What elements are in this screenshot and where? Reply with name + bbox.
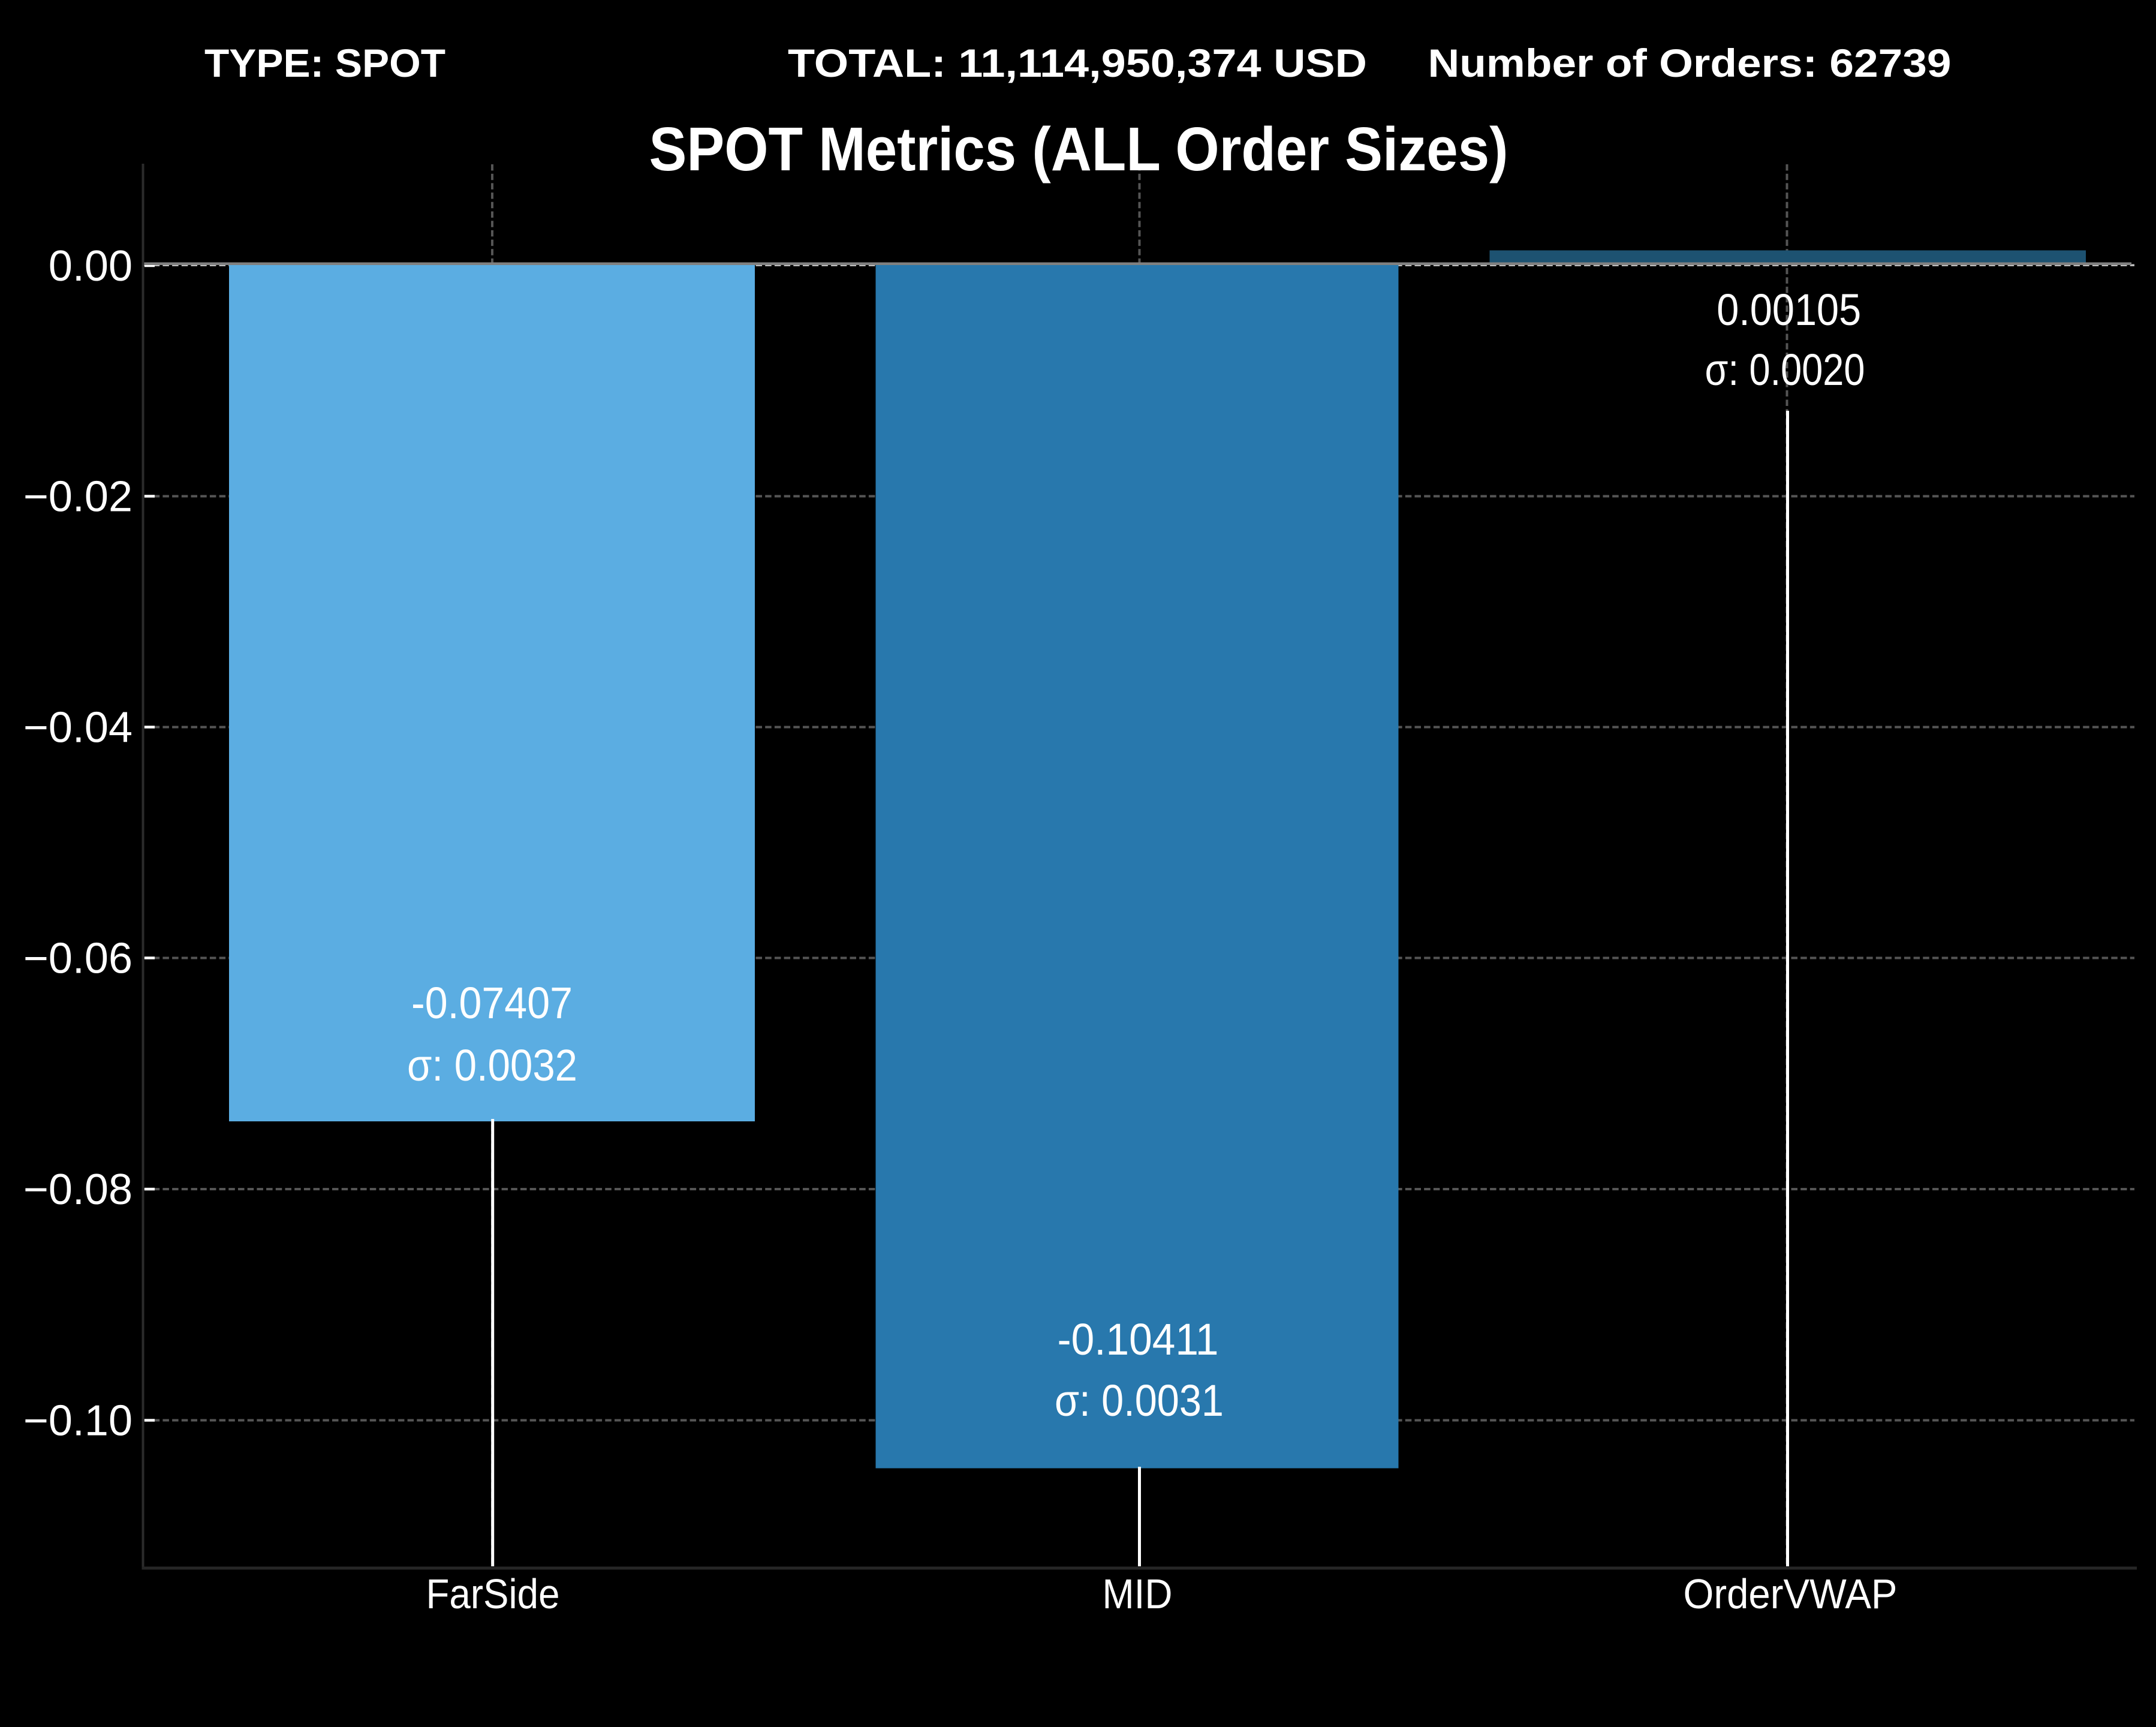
svg-text:−0.06: −0.06	[23, 935, 133, 983]
svg-text:−0.10: −0.10	[23, 1397, 133, 1445]
svg-text:-0.10411: -0.10411	[1058, 1314, 1219, 1364]
svg-text:MID: MID	[1103, 1570, 1173, 1617]
svg-text:FarSide: FarSide	[426, 1570, 560, 1617]
svg-text:-0.07407: -0.07407	[411, 978, 573, 1028]
svg-text:Number of Orders: 62739: Number of Orders: 62739	[1428, 41, 1952, 85]
svg-text:σ: 0.0031: σ: 0.0031	[1055, 1376, 1224, 1425]
svg-text:SPOT Metrics (ALL Order Sizes): SPOT Metrics (ALL Order Sizes)	[649, 115, 1508, 183]
svg-text:OrderVWAP: OrderVWAP	[1684, 1570, 1898, 1617]
svg-text:0.00105: 0.00105	[1717, 285, 1861, 335]
svg-text:TOTAL: 11,114,950,374 USD: TOTAL: 11,114,950,374 USD	[788, 41, 1367, 85]
svg-text:TYPE: SPOT: TYPE: SPOT	[204, 41, 445, 85]
svg-text:σ: 0.0032: σ: 0.0032	[407, 1040, 577, 1090]
svg-text:−0.02: −0.02	[23, 473, 133, 521]
svg-text:0.00: 0.00	[49, 242, 133, 290]
svg-text:−0.04: −0.04	[23, 704, 133, 752]
svg-text:σ: 0.0020: σ: 0.0020	[1705, 345, 1865, 395]
svg-text:−0.08: −0.08	[23, 1166, 133, 1214]
